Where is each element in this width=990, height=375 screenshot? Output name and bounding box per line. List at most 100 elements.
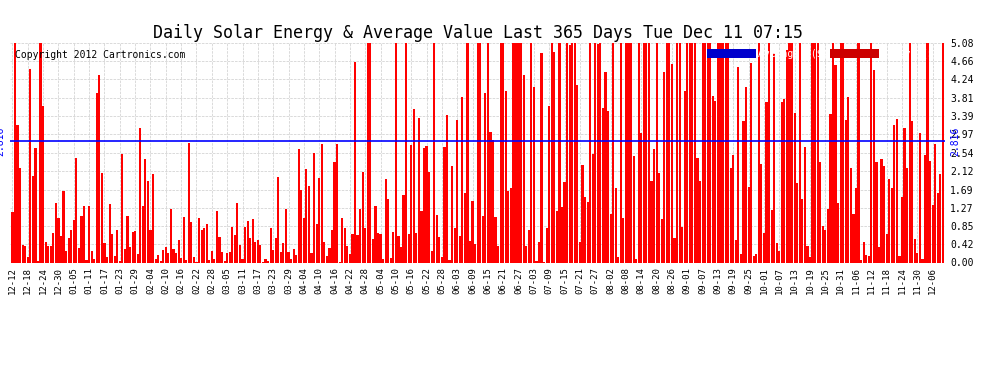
Bar: [694, 43, 696, 262]
Bar: [280, 252, 282, 262]
Bar: [525, 246, 528, 262]
Text: 2.816: 2.816: [0, 126, 5, 156]
Bar: [456, 120, 458, 262]
Bar: [671, 64, 673, 262]
Bar: [390, 258, 392, 262]
Bar: [479, 43, 481, 262]
Bar: [643, 43, 644, 262]
Bar: [791, 43, 793, 262]
Bar: [269, 228, 271, 262]
Bar: [494, 217, 497, 262]
Bar: [70, 230, 72, 262]
Bar: [415, 233, 418, 262]
Bar: [216, 210, 218, 262]
Bar: [242, 259, 244, 262]
Bar: [830, 114, 832, 262]
Bar: [768, 43, 770, 262]
Bar: [825, 230, 827, 262]
Bar: [441, 257, 443, 262]
Bar: [510, 188, 512, 262]
Bar: [132, 232, 134, 262]
Bar: [137, 254, 139, 262]
Bar: [561, 207, 563, 262]
Bar: [650, 181, 652, 262]
Bar: [615, 188, 617, 262]
Bar: [30, 69, 32, 262]
Bar: [37, 261, 39, 262]
Bar: [67, 238, 69, 262]
Bar: [668, 43, 670, 262]
Bar: [114, 256, 116, 262]
Bar: [878, 247, 880, 262]
Bar: [647, 43, 650, 262]
Bar: [904, 128, 906, 262]
Bar: [880, 159, 883, 262]
Bar: [919, 133, 921, 262]
Bar: [855, 188, 857, 262]
Bar: [867, 256, 870, 262]
Bar: [518, 43, 520, 262]
Bar: [308, 186, 310, 262]
Bar: [458, 236, 461, 262]
Bar: [745, 87, 747, 262]
Bar: [924, 154, 926, 262]
Bar: [348, 254, 350, 262]
Bar: [584, 196, 586, 262]
Bar: [781, 102, 783, 262]
Bar: [914, 240, 916, 262]
Bar: [581, 165, 583, 262]
Bar: [448, 260, 450, 262]
Bar: [893, 125, 895, 262]
Bar: [505, 91, 507, 262]
Bar: [379, 234, 381, 262]
Bar: [857, 43, 859, 262]
Bar: [849, 168, 852, 262]
Bar: [239, 245, 241, 262]
Bar: [738, 66, 740, 262]
Bar: [374, 206, 376, 262]
Bar: [733, 155, 735, 262]
Bar: [500, 43, 502, 262]
Bar: [219, 237, 221, 262]
Bar: [770, 210, 773, 262]
Bar: [190, 222, 192, 262]
Bar: [704, 43, 706, 262]
Bar: [788, 43, 791, 262]
Bar: [665, 43, 668, 262]
Bar: [50, 246, 51, 262]
Bar: [898, 256, 901, 262]
Bar: [641, 133, 643, 262]
Bar: [93, 259, 95, 262]
Bar: [234, 235, 236, 262]
Bar: [663, 72, 665, 262]
Bar: [469, 241, 471, 262]
Bar: [145, 159, 147, 262]
Bar: [541, 53, 543, 262]
Bar: [553, 52, 555, 262]
Bar: [237, 202, 239, 262]
Bar: [471, 201, 473, 262]
Bar: [686, 43, 688, 262]
Bar: [62, 191, 64, 262]
Bar: [909, 43, 911, 262]
Bar: [617, 257, 620, 262]
Bar: [625, 43, 627, 262]
Bar: [170, 209, 172, 262]
Bar: [180, 258, 182, 262]
Bar: [653, 149, 655, 262]
Bar: [750, 63, 752, 262]
Bar: [106, 257, 108, 262]
Bar: [607, 111, 609, 262]
Bar: [377, 232, 379, 262]
Bar: [660, 219, 662, 262]
Bar: [722, 43, 724, 262]
Bar: [702, 43, 704, 262]
Bar: [182, 217, 185, 262]
Bar: [571, 43, 573, 262]
Bar: [254, 242, 256, 262]
Bar: [610, 214, 612, 262]
Bar: [678, 43, 681, 262]
Bar: [536, 261, 538, 262]
Bar: [941, 43, 944, 262]
Bar: [397, 236, 400, 262]
